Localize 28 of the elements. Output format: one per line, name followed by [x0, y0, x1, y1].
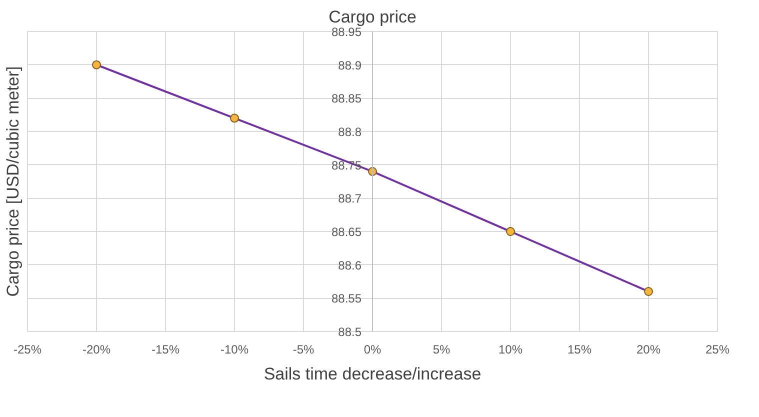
x-tick-label: -15% [151, 342, 180, 356]
x-tick-label: 20% [636, 342, 661, 356]
y-tick-label: 88.7 [338, 192, 362, 206]
y-tick-label: 88.5 [338, 325, 362, 339]
point [644, 287, 653, 296]
point [92, 60, 101, 70]
point [230, 114, 239, 123]
x-tick-label: 15% [567, 342, 592, 356]
x-tick-label: 5% [432, 342, 450, 356]
chart-title: Cargo price [328, 8, 416, 26]
y-tick-label: 88.85 [331, 92, 362, 106]
y-tick-label: 88.6 [338, 258, 362, 272]
y-tick-label: 88.95 [331, 25, 362, 39]
x-tick-label: -20% [82, 342, 111, 356]
x-tick-label: 25% [705, 342, 730, 356]
y-tick-label: 88.8 [338, 125, 362, 139]
y-tick-label: 88.75 [331, 158, 362, 172]
x-tick-label: -10% [220, 342, 249, 356]
x-tick-label: -5% [292, 342, 314, 356]
y-tick-label: 88.9 [338, 58, 362, 72]
x-tick-label: -25% [13, 342, 42, 356]
x-tick-label: 10% [498, 342, 523, 356]
point [506, 227, 515, 236]
y-tick-label: 88.55 [331, 292, 362, 306]
x-tick-label: 0% [364, 342, 382, 356]
x-axis-title: Sails time decrease/increase [264, 364, 482, 384]
y-tick-label: 88.65 [331, 225, 362, 239]
y-axis-title: Cargo price [USD/cubic meter] [4, 66, 22, 297]
